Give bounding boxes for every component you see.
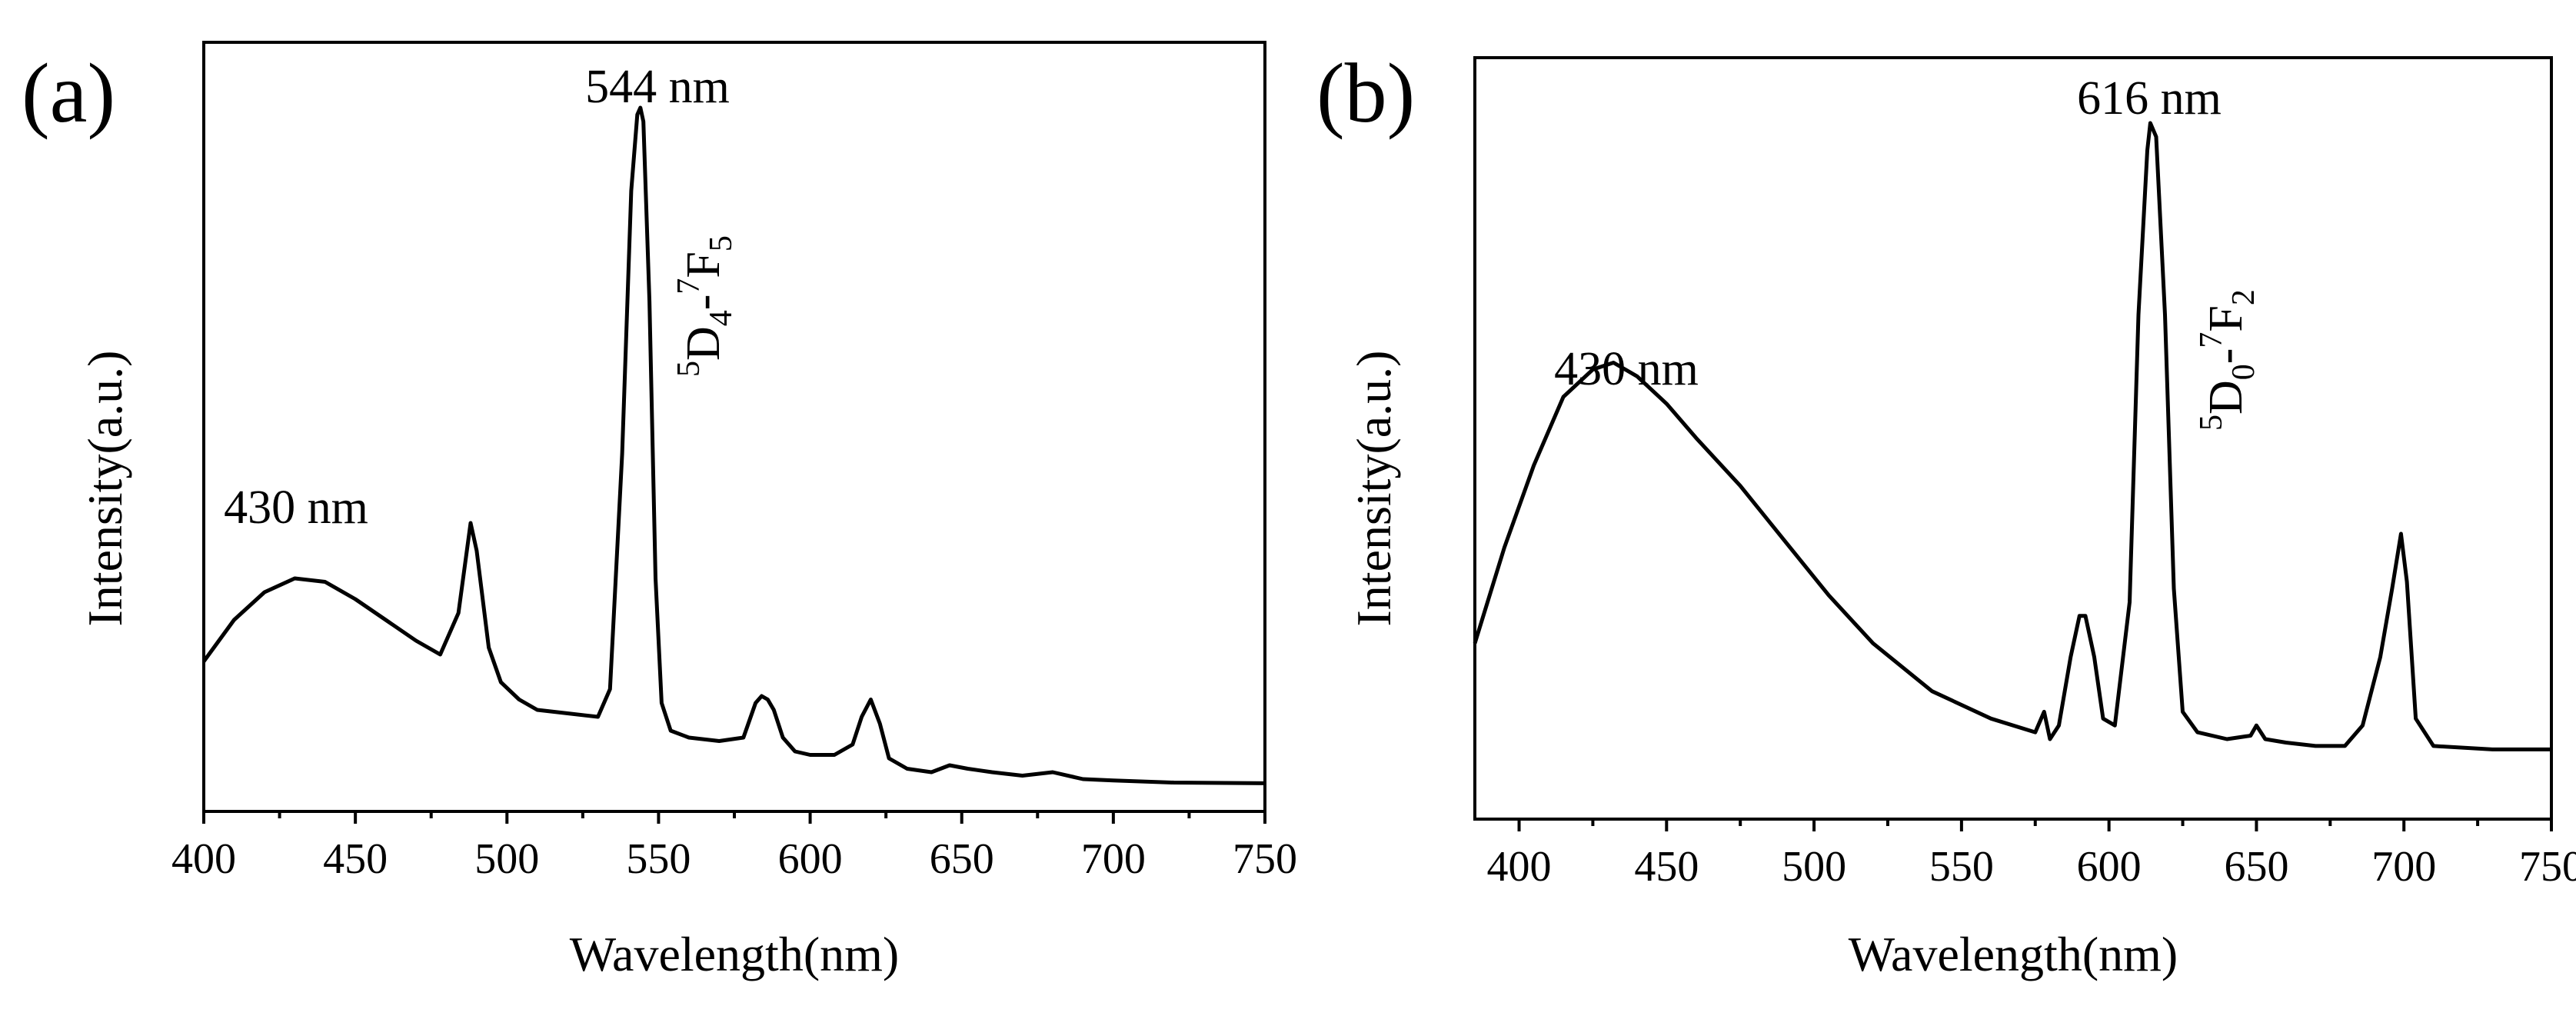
x-tick-label-600: 600	[778, 835, 843, 883]
panel-b-x-axis-label: Wavelength(nm)	[1849, 927, 2178, 981]
panel-a: (a) 400 450 500 550 600 650 700 750 Wavelength(…	[22, 41, 1297, 981]
panel-a-x-axis-label: Wavelength(nm)	[570, 927, 899, 981]
panel-a-peak-label-430: 430 nm	[224, 481, 368, 534]
panel-a-plot-frame	[202, 41, 1266, 813]
x-tick-label-700: 700	[2371, 843, 2436, 891]
panel-a-peak-label-544: 544 nm	[585, 61, 730, 113]
x-tick-label-700: 700	[1081, 835, 1146, 883]
panel-b-y-axis-label: Intensity(a.u.)	[1346, 351, 1401, 627]
x-tick-label-600: 600	[2077, 843, 2142, 891]
x-tick-label-400: 400	[171, 835, 236, 883]
x-tick-label-750: 750	[1233, 835, 1297, 883]
panel-a-transition-text: 5D4-7F5	[671, 235, 739, 377]
x-tick-label-500: 500	[1782, 843, 1846, 891]
panel-b-transition-label: 5D0-7F2	[2194, 289, 2261, 431]
panel-a-label: (a)	[22, 46, 115, 140]
x-tick-label-500: 500	[474, 835, 539, 883]
panel-a-x-axis: 400 450 500 550 600 650 700 750	[171, 811, 1297, 883]
panel-b-peak-label-616: 616 nm	[2077, 72, 2222, 125]
x-tick-label-550: 550	[626, 835, 691, 883]
panel-b-plot-frame	[1473, 56, 2553, 821]
panel-a-spectrum-line	[201, 105, 1266, 785]
panel-b-transition-text: 5D0-7F2	[2194, 289, 2261, 431]
panel-a-transition-label: 5D4-7F5	[671, 235, 739, 377]
x-tick-label-750: 750	[2519, 843, 2576, 891]
x-tick-label-450: 450	[323, 835, 388, 883]
x-tick-label-650: 650	[2224, 843, 2288, 891]
panel-b-peak-label-430: 430 nm	[1554, 343, 1699, 395]
x-tick-label-550: 550	[1929, 843, 1994, 891]
x-tick-label-400: 400	[1487, 843, 1552, 891]
panel-a-y-axis-label: Intensity(a.u.)	[78, 351, 132, 627]
x-tick-label-650: 650	[930, 835, 994, 883]
panel-b: (b) 400 450 500 550 600 650 700 750 Wavelength(…	[1316, 46, 2576, 981]
panel-b-label: (b)	[1316, 46, 1415, 140]
x-tick-label-450: 450	[1634, 843, 1699, 891]
panel-b-x-axis: 400 450 500 550 600 650 700 750	[1487, 819, 2576, 891]
panel-b-spectrum-line	[1473, 121, 2551, 751]
